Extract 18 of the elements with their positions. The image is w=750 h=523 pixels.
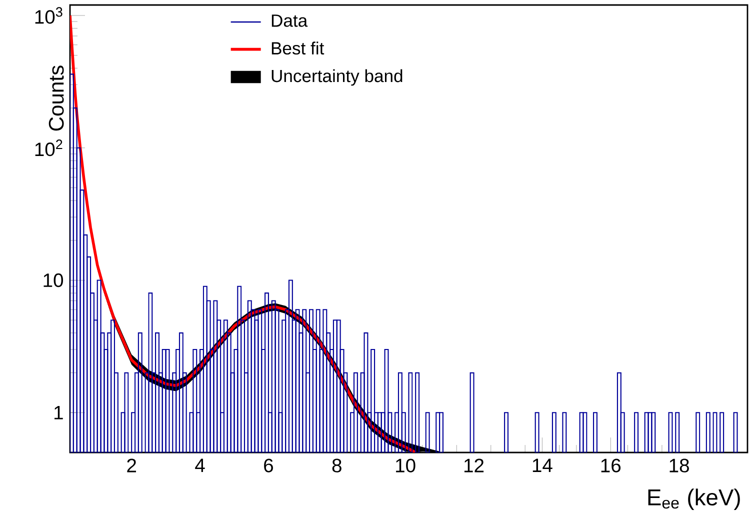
y-axis-title: Counts: [48, 66, 64, 131]
x-tick-label: 8: [332, 458, 342, 472]
y-tick-label: 10: [44, 273, 64, 288]
x-tick-label: 16: [601, 458, 621, 472]
y-tick-label: 10$^{2}$: [35, 140, 62, 156]
annotation: Uncertainty band: [272, 69, 402, 86]
x-tick-label: 6: [264, 458, 273, 472]
legend-label: Best fit: [272, 42, 324, 55]
x-tick-label: 2: [127, 458, 136, 472]
y-tick-label: 1: [54, 406, 63, 420]
x-tick-label: 18: [670, 458, 689, 472]
x-tick-label: 4: [195, 458, 205, 472]
x-axis-title: E$_{ee}$ (keV): [648, 488, 740, 510]
legend-label: Data: [272, 14, 308, 27]
x-tick-label: 10: [396, 458, 416, 472]
x-tick-label: 14: [532, 458, 552, 472]
y-tick-label: 10$^{3}$: [35, 7, 62, 24]
x-tick-label: 12: [464, 458, 484, 472]
